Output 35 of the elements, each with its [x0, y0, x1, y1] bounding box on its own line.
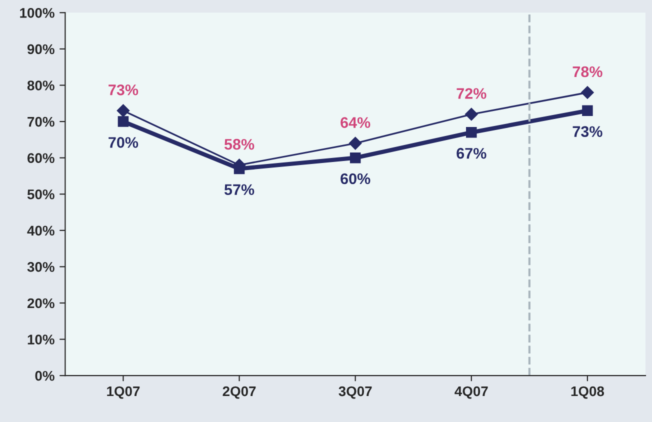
point [118, 116, 129, 127]
point [234, 163, 245, 174]
data-label: 70% [108, 137, 138, 148]
point [348, 136, 362, 150]
data-label: 57% [224, 184, 254, 196]
x-tick-label: 1Q08 [571, 386, 604, 399]
data-label: 64% [340, 117, 370, 128]
data-label: 67% [456, 148, 486, 159]
point [464, 108, 478, 121]
data-label: 72% [456, 88, 486, 99]
y-tick-label: 30% [27, 262, 54, 272]
point [582, 105, 593, 116]
y-tick-label: 80% [27, 80, 54, 90]
point [466, 127, 477, 138]
x-tick-label: 3Q07 [338, 386, 372, 399]
point [350, 152, 361, 164]
y-tick-label: 60% [27, 153, 54, 163]
y-tick-label: 100% [20, 8, 54, 18]
point [116, 104, 130, 118]
y-tick-label: 0% [35, 370, 54, 381]
point [581, 86, 594, 99]
data-label: 78% [572, 66, 602, 78]
y-tick-label: 20% [27, 298, 54, 308]
x-tick-label: 2Q07 [222, 386, 256, 399]
data-label: 73% [572, 126, 602, 137]
x-tick-label: 1Q07 [107, 386, 140, 399]
y-tick-label: 50% [27, 189, 54, 200]
x-tick-label: 4Q07 [454, 386, 488, 399]
data-label: 58% [224, 138, 254, 150]
y-tick-label: 70% [28, 116, 54, 127]
y-tick-label: 40% [27, 226, 54, 236]
y-tick-label: 90% [27, 44, 54, 54]
y-tick-label: 10% [28, 334, 54, 344]
data-label: 73% [108, 84, 138, 96]
data-label: 60% [340, 173, 370, 184]
